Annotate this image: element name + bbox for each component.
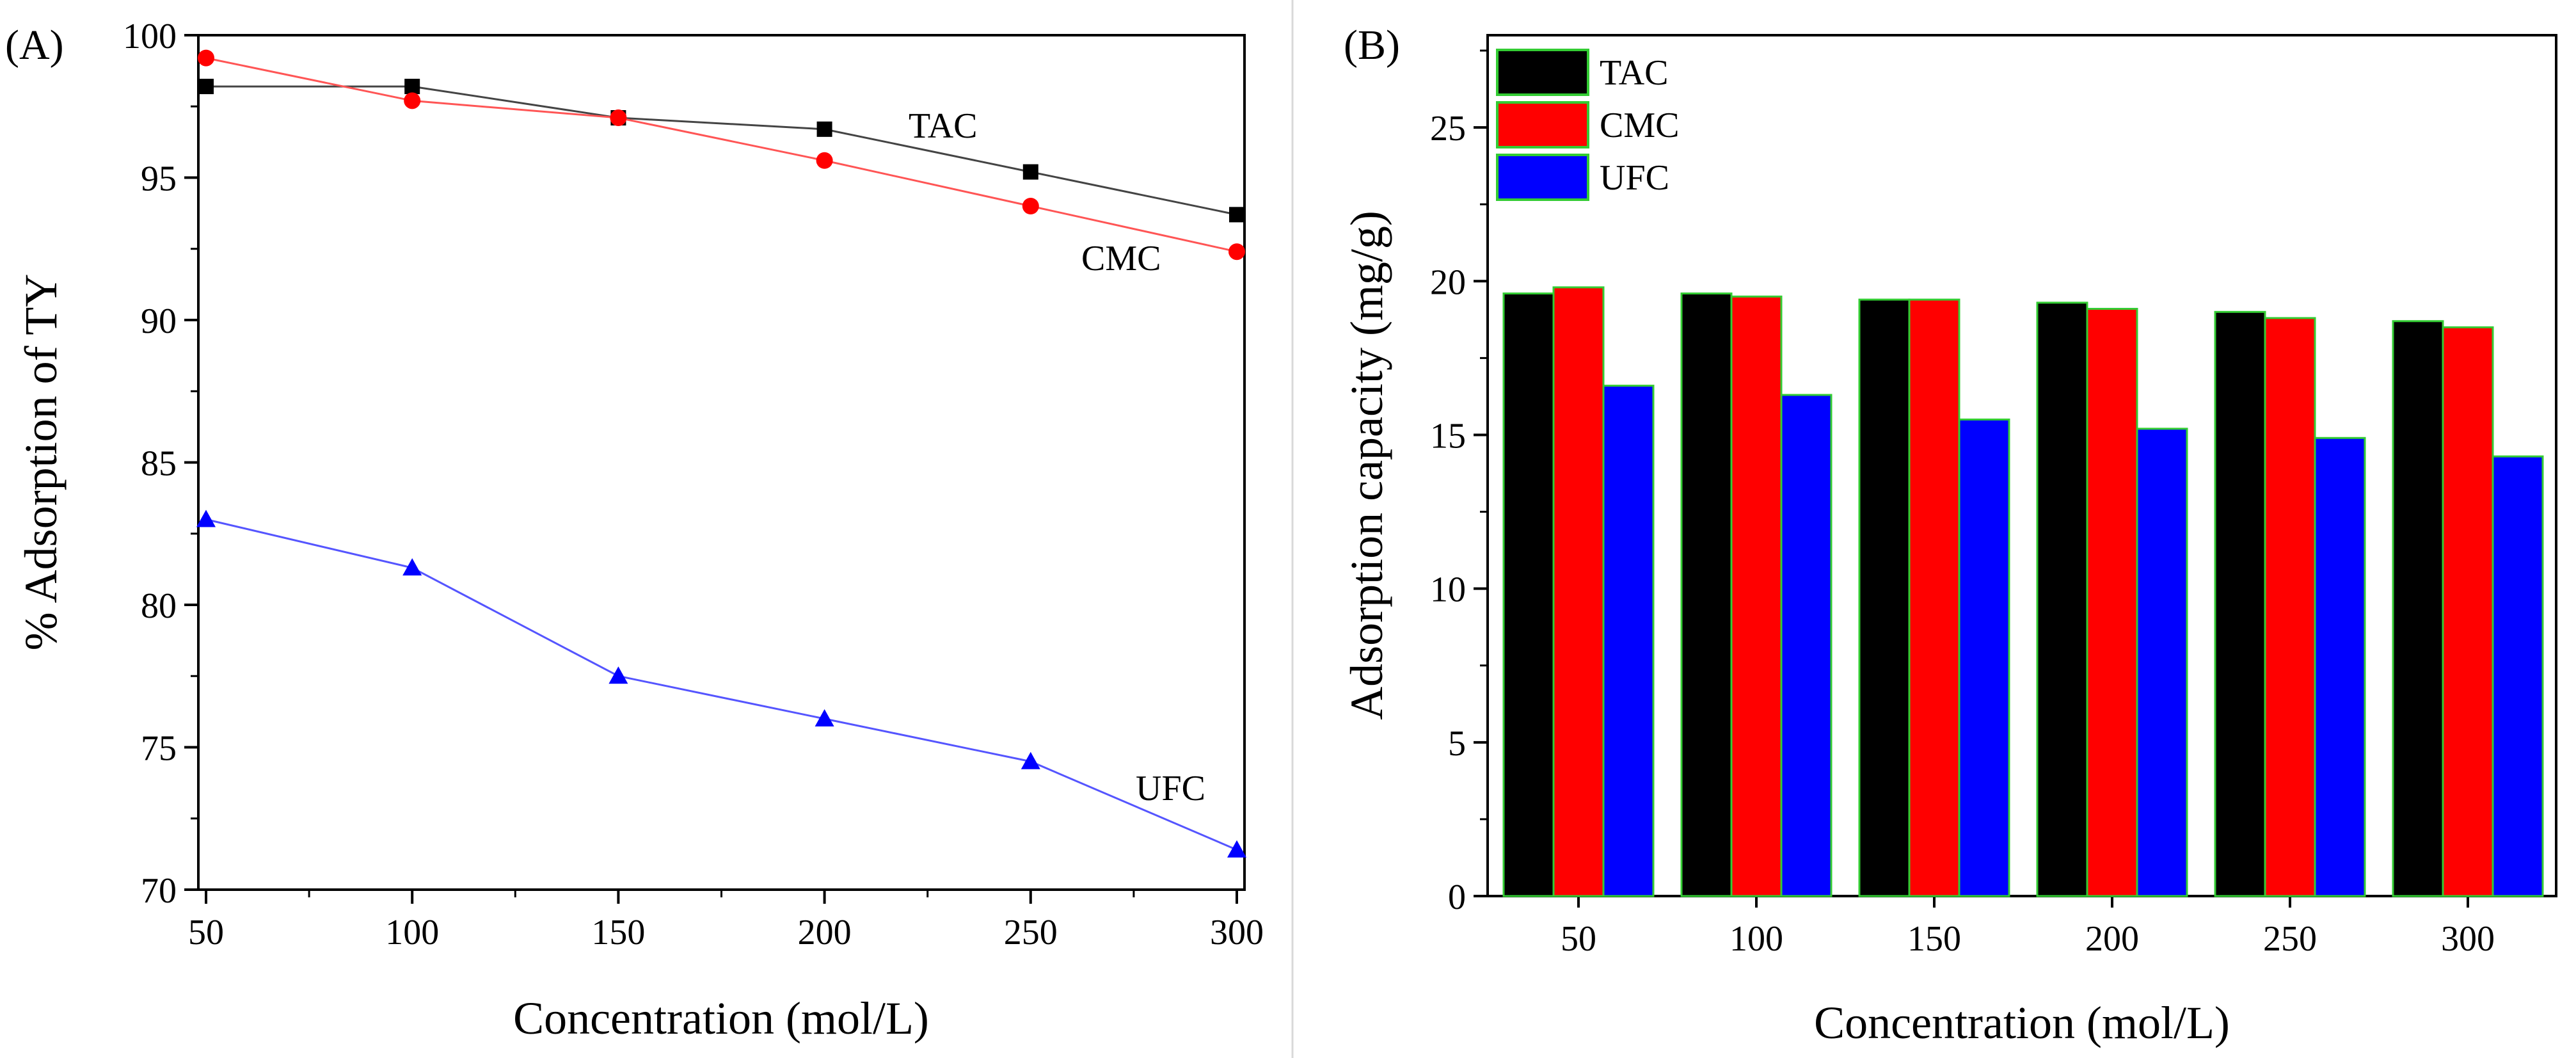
legend-label-ufc: UFC bbox=[1600, 158, 1669, 198]
bar-cmc bbox=[1552, 286, 1605, 897]
panel-a-annotation-tac: TAC bbox=[909, 106, 978, 146]
panel-a-x-tick-label: 250 bbox=[1004, 913, 1058, 952]
legend-label-tac: TAC bbox=[1600, 53, 1669, 93]
panel-a-y-axis: 70 75 80 85 90 95 100 bbox=[123, 17, 198, 911]
bar-ufc bbox=[2314, 437, 2366, 897]
panel-a-y-tick-label: 75 bbox=[141, 729, 177, 769]
legend-swatch-ufc bbox=[1496, 154, 1589, 201]
bar-cmc bbox=[1730, 295, 1783, 897]
legend-label-cmc: CMC bbox=[1600, 106, 1680, 145]
bar-ufc bbox=[2136, 428, 2188, 897]
panel-a-y-tick-label: 70 bbox=[141, 871, 177, 911]
panel-b-x-tick-label: 250 bbox=[2263, 919, 2317, 959]
panel-a-x-label: Concentration (mol/L) bbox=[513, 993, 929, 1044]
panel-a-label: (A) bbox=[5, 22, 64, 68]
bar-tac bbox=[1858, 298, 1911, 897]
data-point-cmc bbox=[404, 92, 421, 109]
data-point-tac bbox=[1229, 207, 1244, 223]
panel-a-x-tick-label: 200 bbox=[798, 913, 852, 952]
panel-a-x-tick-label: 300 bbox=[1210, 913, 1264, 952]
panel-a-y-tick-label: 85 bbox=[141, 444, 177, 484]
panel-b-y-tick-label: 0 bbox=[1448, 878, 1466, 917]
legend-swatch-cmc bbox=[1496, 101, 1589, 148]
panel-a-annotation-cmc: CMC bbox=[1081, 239, 1161, 278]
bar-ufc bbox=[1780, 394, 1833, 897]
panel-a-x-tick-label: 50 bbox=[188, 913, 224, 952]
panel-a-x-tick-label: 150 bbox=[591, 913, 645, 952]
panel-a-annotation-ufc: UFC bbox=[1136, 769, 1205, 808]
bar-cmc bbox=[2264, 317, 2316, 897]
series-line-tac bbox=[206, 85, 1237, 216]
panel-b-y-tick-label: 20 bbox=[1430, 262, 1466, 302]
panel-a-frame bbox=[197, 34, 1246, 891]
panel-a-y-tick-label: 100 bbox=[123, 17, 177, 56]
panel-b: (B) 0 5 10 15 20 25 50 100 150 200 250 300 TAC CMC U… bbox=[1341, 22, 2557, 1048]
series-line-ufc bbox=[205, 518, 1237, 851]
panel-a-y-tick-label: 90 bbox=[141, 301, 177, 341]
panel-b-frame bbox=[1486, 34, 2557, 897]
panel-b-legend: TAC CMC UFC bbox=[1496, 49, 1680, 201]
bar-tac bbox=[1502, 293, 1555, 897]
panel-b-y-tick-label: 5 bbox=[1448, 724, 1466, 764]
panel-a-x-axis: 50 100 150 200 250 300 bbox=[188, 890, 1264, 952]
panel-a-y-tick-label: 95 bbox=[141, 159, 177, 199]
panel-b-y-axis: 0 5 10 15 20 25 bbox=[1430, 49, 1488, 917]
data-point-ufc bbox=[1021, 751, 1040, 769]
bar-cmc bbox=[1908, 298, 1960, 897]
data-point-ufc bbox=[402, 558, 422, 576]
bar-tac bbox=[2036, 301, 2088, 897]
panel-b-y-tick-label: 25 bbox=[1430, 109, 1466, 148]
panel-a-y-label: % Adsorption of TY bbox=[15, 274, 67, 651]
panel-a: (A) 70 75 80 85 90 95 100 50 100 150 200 250 300 TA… bbox=[5, 17, 1264, 1044]
panel-b-label: (B) bbox=[1344, 22, 1400, 68]
data-point-cmc bbox=[1228, 243, 1245, 260]
data-point-cmc bbox=[816, 152, 833, 169]
panel-a-y-tick-label: 80 bbox=[141, 586, 177, 626]
data-point-ufc bbox=[196, 509, 216, 527]
panel-b-y-tick-label: 10 bbox=[1430, 570, 1466, 610]
data-point-tac bbox=[1022, 164, 1038, 180]
bar-tac bbox=[2214, 310, 2266, 897]
panel-b-y-tick-label: 15 bbox=[1430, 416, 1466, 456]
panel-b-bars bbox=[1502, 286, 2544, 897]
panel-a-series bbox=[196, 49, 1246, 858]
bar-ufc bbox=[1958, 418, 2010, 897]
panel-b-x-tick-label: 200 bbox=[2085, 919, 2139, 959]
data-point-tac bbox=[198, 79, 214, 95]
bar-tac bbox=[1680, 293, 1733, 897]
data-point-tac bbox=[816, 121, 832, 137]
data-point-cmc bbox=[1022, 198, 1039, 214]
panel-b-x-tick-label: 100 bbox=[1729, 919, 1783, 959]
bar-tac bbox=[2392, 320, 2444, 897]
panel-b-x-tick-label: 300 bbox=[2441, 919, 2495, 959]
panel-b-x-tick-label: 150 bbox=[1907, 919, 1961, 959]
legend-swatch-tac bbox=[1496, 49, 1589, 96]
bar-cmc bbox=[2442, 326, 2494, 897]
panel-b-x-label: Concentration (mol/L) bbox=[1814, 997, 2230, 1048]
bar-cmc bbox=[2086, 308, 2138, 897]
bar-ufc bbox=[1602, 385, 1655, 897]
series-line-cmc bbox=[205, 57, 1237, 253]
panel-a-x-tick-label: 100 bbox=[385, 913, 439, 952]
data-point-cmc bbox=[198, 49, 214, 67]
data-point-cmc bbox=[610, 109, 627, 127]
data-point-ufc bbox=[815, 709, 834, 726]
data-point-ufc bbox=[608, 666, 628, 684]
panel-b-x-tick-label: 50 bbox=[1561, 919, 1596, 959]
data-point-ufc bbox=[1227, 840, 1246, 858]
bar-ufc bbox=[2492, 455, 2544, 897]
data-point-tac bbox=[404, 79, 420, 95]
panel-b-y-label: Adsorption capacity (mg/g) bbox=[1341, 211, 1392, 720]
panel-b-x-axis: 50 100 150 200 250 300 bbox=[1561, 896, 2495, 959]
